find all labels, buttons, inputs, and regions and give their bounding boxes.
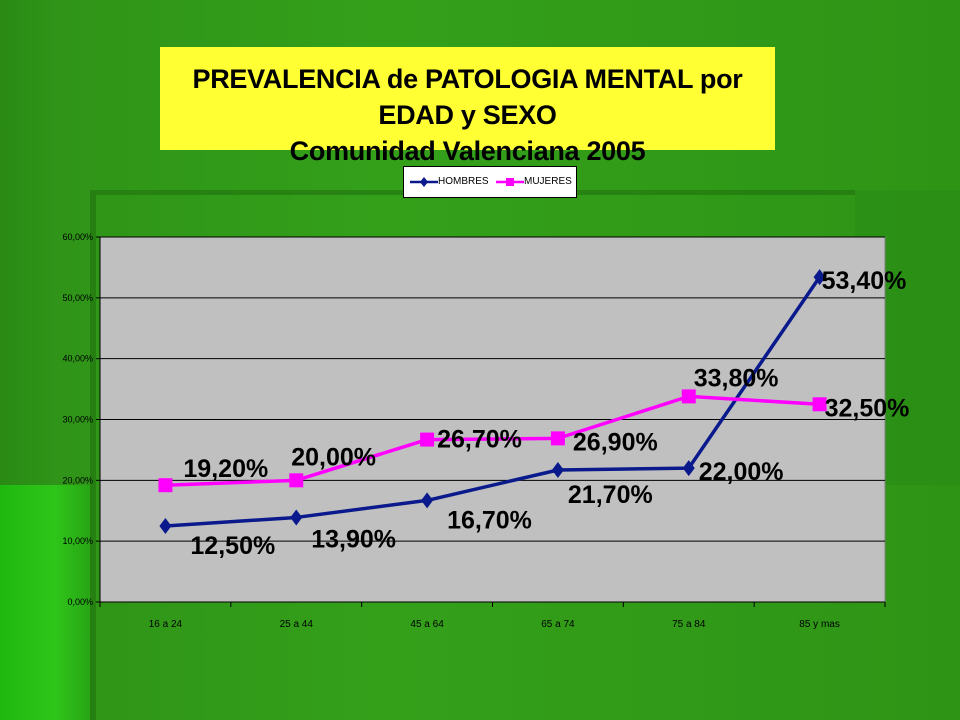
data-label-hombres: 12,50% (190, 532, 275, 560)
data-point-hombres (159, 517, 172, 534)
chart-subtitle: Comunidad Valenciana 2005 (289, 136, 646, 166)
y-tick-label: 60,00% (62, 232, 93, 242)
legend-item-mujeres: MUJERES (496, 176, 572, 187)
legend-item-hombres: HOMBRES (410, 176, 489, 187)
data-point-hombres (551, 461, 564, 478)
chart-legend: HOMBRES MUJERES (403, 166, 577, 198)
chart-title: PREVALENCIA de PATOLOGIA MENTAL por EDAD… (192, 64, 743, 130)
data-point-mujeres (550, 431, 565, 446)
data-label-hombres: 53,40% (822, 267, 907, 295)
series-line-mujeres (165, 394, 820, 487)
data-label-mujeres: 19,20% (183, 455, 268, 483)
data-point-hombres (290, 509, 303, 526)
legend-label-mujeres: MUJERES (524, 176, 572, 187)
background-stripe (0, 485, 90, 720)
data-point-mujeres (420, 432, 435, 447)
data-point-mujeres (681, 389, 696, 404)
legend-marker-hombres (410, 176, 438, 187)
x-tick-label: 75 a 84 (672, 619, 706, 630)
data-label-hombres: 22,00% (699, 458, 784, 486)
y-tick-label: 0,00% (67, 597, 93, 607)
data-label-hombres: 16,70% (447, 506, 532, 534)
data-label-mujeres: 26,70% (437, 426, 522, 454)
y-tick-label: 30,00% (62, 415, 93, 425)
data-point-hombres (813, 269, 826, 286)
chart-title-box: PREVALENCIA de PATOLOGIA MENTAL por EDAD… (160, 47, 775, 166)
legend-marker-mujeres (496, 177, 524, 186)
data-label-hombres: 13,90% (311, 525, 396, 553)
data-label-mujeres: 33,80% (694, 364, 779, 392)
y-tick-label: 10,00% (62, 536, 93, 546)
legend-label-hombres: HOMBRES (438, 176, 489, 187)
x-tick-label: 65 a 74 (541, 619, 575, 630)
data-point-mujeres (289, 473, 304, 488)
data-label-hombres: 21,70% (568, 481, 653, 509)
series-line-hombres (165, 276, 822, 528)
data-point-hombres (682, 460, 695, 477)
x-tick-label: 85 y mas (799, 619, 840, 630)
data-point-mujeres (812, 397, 827, 412)
background-divider-vertical (90, 195, 96, 720)
x-tick-label: 16 a 24 (149, 619, 183, 630)
data-label-mujeres: 20,00% (291, 443, 376, 471)
data-label-mujeres: 26,90% (573, 428, 658, 456)
y-tick-label: 50,00% (62, 293, 93, 303)
x-tick-label: 45 a 64 (410, 619, 444, 630)
x-tick-label: 25 a 44 (280, 619, 314, 630)
y-tick-label: 40,00% (62, 354, 93, 364)
y-tick-label: 20,00% (62, 475, 93, 485)
data-point-mujeres (158, 478, 173, 493)
data-point-hombres (421, 492, 434, 509)
data-label-mujeres: 32,50% (825, 394, 910, 422)
